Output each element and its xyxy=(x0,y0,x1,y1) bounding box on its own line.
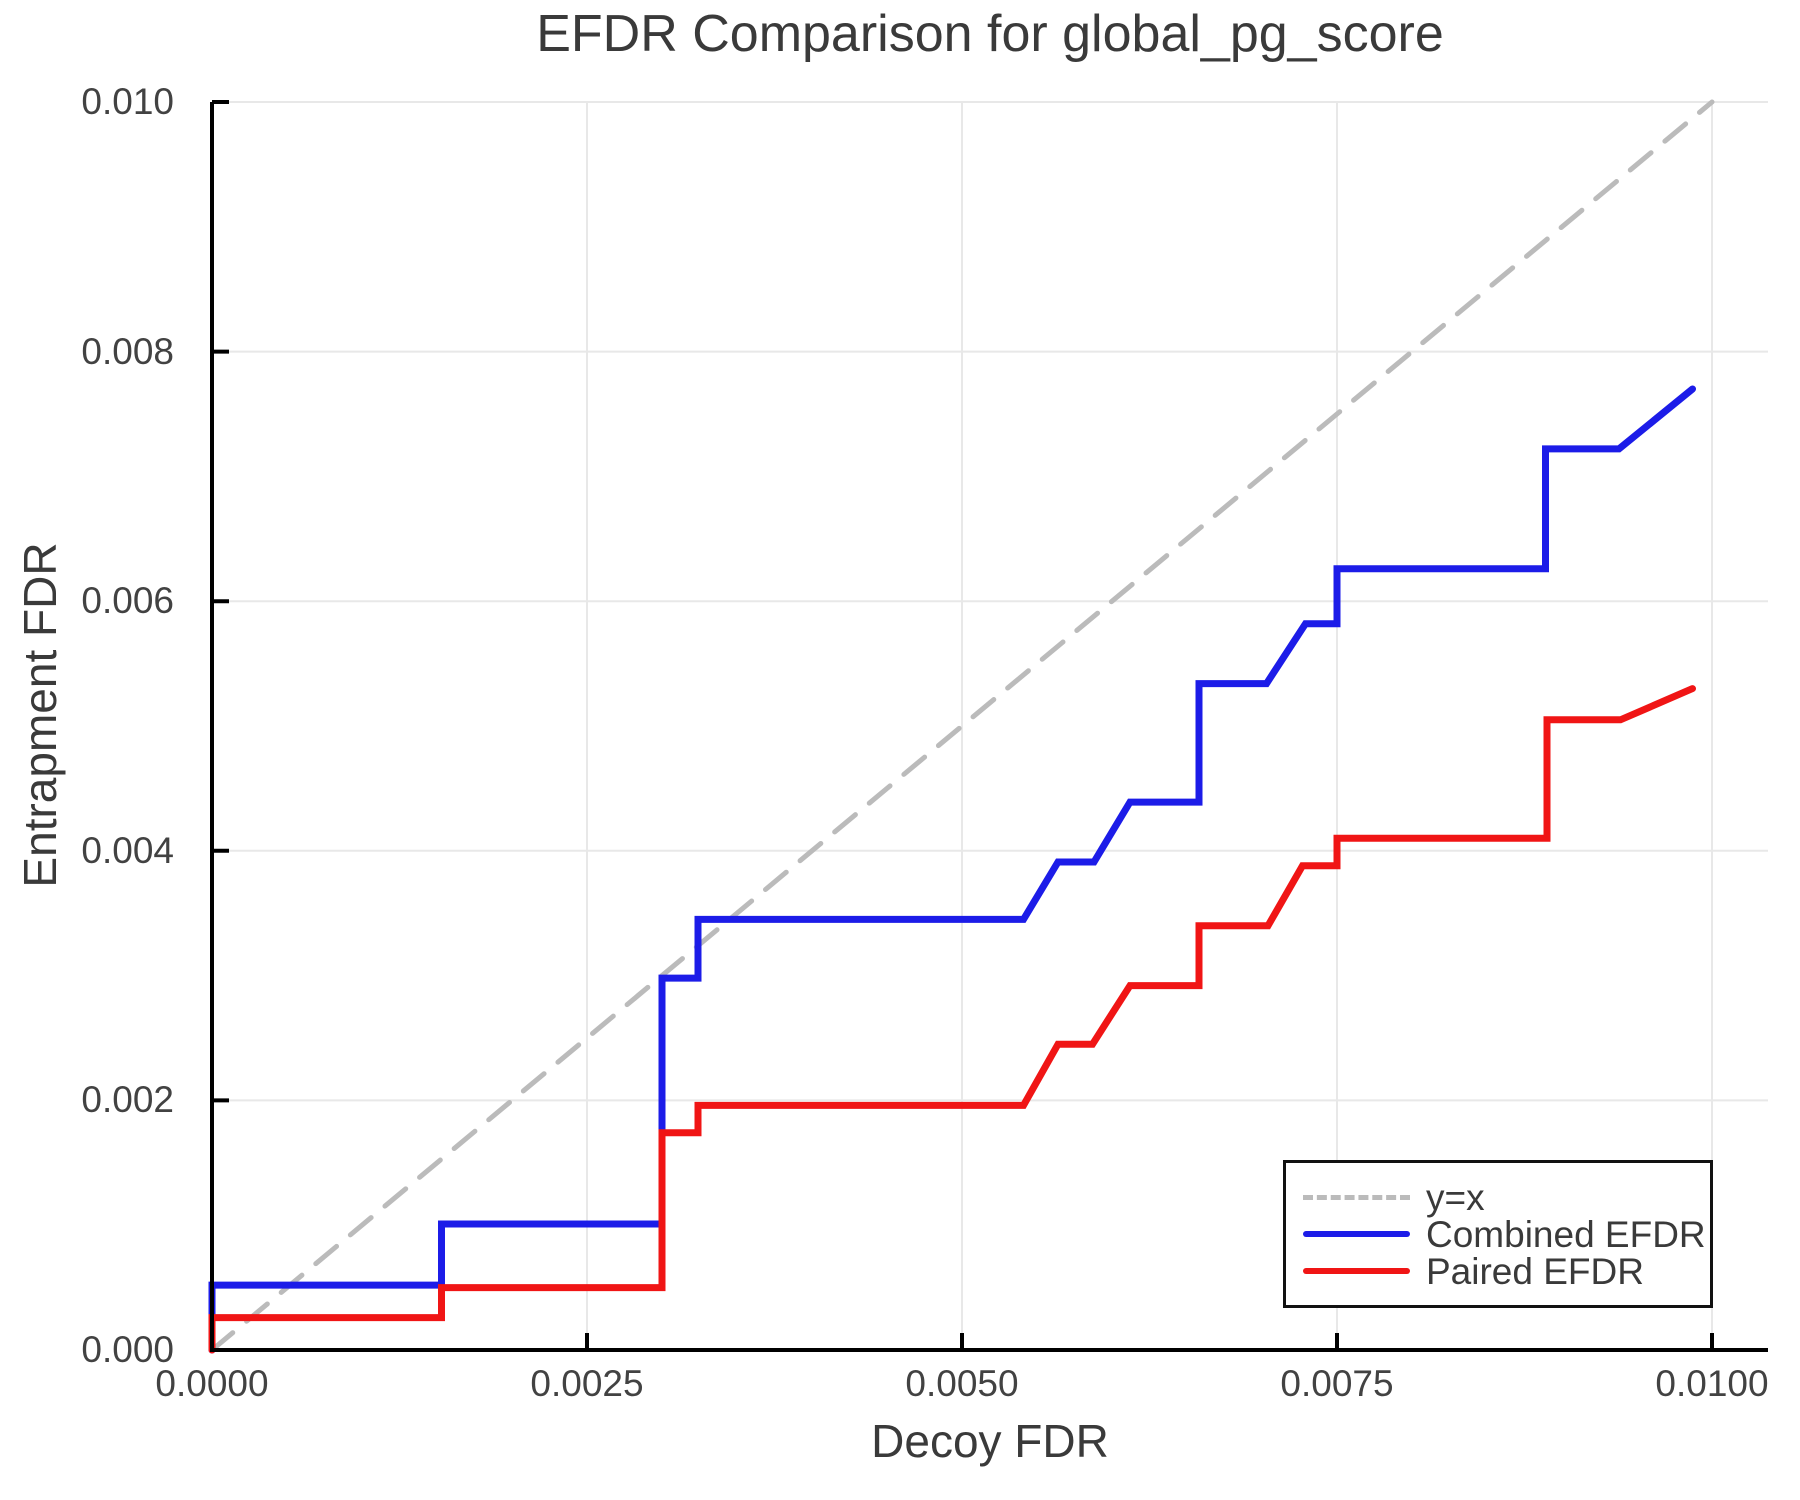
legend-item-identity: y=x xyxy=(1286,1179,1710,1216)
series-lines xyxy=(208,99,1715,1354)
y-tick-label: 0.000 xyxy=(81,1329,174,1370)
x-tick-label: 0.0025 xyxy=(530,1363,644,1404)
axes-spines-ticks xyxy=(210,100,1768,1352)
legend-label-paired-efdr: Paired EFDR xyxy=(1426,1250,1644,1292)
y-tick-label: 0.002 xyxy=(81,1079,174,1121)
series-line-paired-efdr xyxy=(208,685,1696,1354)
legend: y=x Combined EFDR Paired EFDR xyxy=(1283,1160,1713,1308)
x-tick-label: 0.0075 xyxy=(1280,1363,1394,1404)
y-tick-label: 0.004 xyxy=(81,829,174,871)
chart-title: EFDR Comparison for global_pg_score xyxy=(536,5,1444,63)
x-tick-label: 0.0100 xyxy=(1655,1363,1769,1404)
x-axis-label: Decoy FDR xyxy=(871,1415,1109,1467)
legend-label-identity: y=x xyxy=(1426,1176,1485,1218)
y-tick-label: 0.010 xyxy=(81,81,174,122)
series-line-y-x xyxy=(209,99,1715,1353)
identity-line-sample xyxy=(1303,1194,1410,1200)
x-tick-label: 0.0050 xyxy=(905,1363,1019,1404)
legend-label-combined-efdr: Combined EFDR xyxy=(1426,1213,1706,1255)
legend-item-paired-efdr: Paired EFDR xyxy=(1286,1253,1710,1290)
series-line-combined-efdr xyxy=(208,385,1696,1354)
y-tick-label: 0.008 xyxy=(81,330,174,372)
legend-item-combined-efdr: Combined EFDR xyxy=(1286,1216,1710,1253)
gridlines xyxy=(212,101,1768,1350)
x-tick-label: 0.0000 xyxy=(155,1363,269,1404)
y-tick-label: 0.006 xyxy=(81,580,174,622)
paired-efdr-line-sample xyxy=(1303,1268,1410,1274)
combined-efdr-line-sample xyxy=(1303,1231,1410,1237)
